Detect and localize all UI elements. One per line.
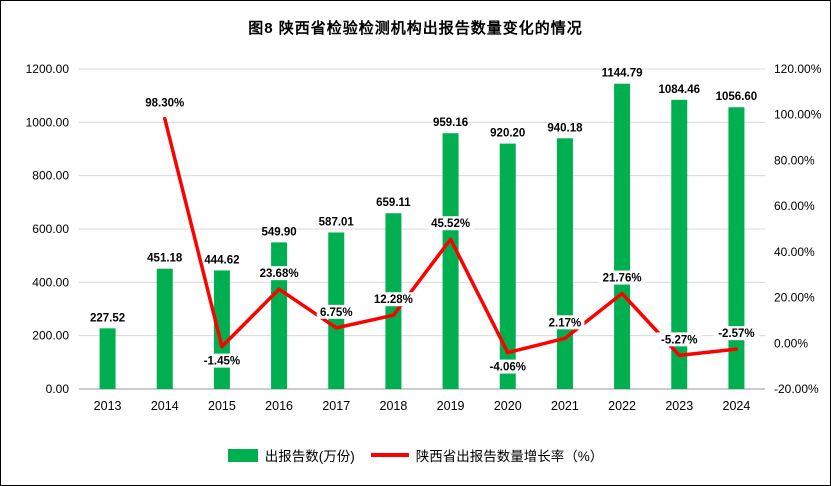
left-axis-tick-label: 200.00 <box>32 329 69 343</box>
bar-value-label: 227.52 <box>90 312 125 324</box>
left-axis-tick-label: 800.00 <box>32 169 69 183</box>
line-value-label-bg <box>713 326 760 341</box>
x-axis-label: 2020 <box>494 399 522 413</box>
line-value-label: 45.52% <box>431 218 470 230</box>
right-axis-tick-label: 100.00% <box>774 108 822 122</box>
right-axis-tick-label: 0.00% <box>774 336 808 350</box>
line-value-label-bg <box>370 292 417 307</box>
line-value-label-bg <box>484 359 531 374</box>
bar-value-label: 451.18 <box>147 253 183 265</box>
left-axis-tick-label: 1200.00 <box>26 62 70 76</box>
line-value-label: 98.30% <box>145 98 184 110</box>
line-value-label-bg <box>656 332 703 347</box>
bar-series-label: 出报告数(万份) <box>264 449 355 464</box>
legend-item-bar-series: 出报告数(万份) <box>227 445 355 465</box>
line-value-label: -1.45% <box>204 356 240 368</box>
x-axis-label: 2015 <box>208 399 236 413</box>
left-axis-tick-label: 0.00 <box>46 382 70 396</box>
x-axis-label: 2023 <box>665 399 693 413</box>
bar-value-label: 920.20 <box>490 128 525 140</box>
x-axis-label: 2022 <box>608 399 636 413</box>
x-axis-label: 2013 <box>94 399 122 413</box>
x-axis-label: 2014 <box>151 399 179 413</box>
chart-title: 图8 陕西省检验检测机构出报告数量变化的情况 <box>248 20 583 37</box>
right-axis-tick-label: -20.00% <box>774 382 819 396</box>
bar-2023 <box>671 99 688 389</box>
x-axis-label: 2018 <box>380 399 408 413</box>
x-axis-label: 2019 <box>437 399 465 413</box>
bar-value-label: 659.11 <box>376 197 411 209</box>
right-axis-tick-label: 120.00% <box>774 62 822 76</box>
bar-2022 <box>614 83 631 390</box>
growth-rate-line <box>163 116 739 358</box>
left-axis-tick-label: 1000.00 <box>26 115 70 129</box>
line-value-label: 23.68% <box>260 268 299 280</box>
x-axis-label: 2017 <box>322 399 350 413</box>
line-value-label-bg <box>545 315 585 330</box>
bar-value-label: 1144.79 <box>602 68 643 80</box>
right-axis-tick-label: 40.00% <box>774 245 815 259</box>
line-value-label: -4.06% <box>490 362 526 374</box>
bar-value-label: 587.01 <box>319 216 355 228</box>
line-value-label: -2.57% <box>718 328 754 340</box>
line-value-label-bg <box>141 95 188 110</box>
chart-legend: 出报告数(万份) 陕西省出报告数量增长率（%） <box>1 445 830 465</box>
line-value-label: 12.28% <box>374 294 413 306</box>
bar-2020 <box>499 143 516 389</box>
bar-value-label: 940.18 <box>547 122 583 134</box>
bar-2019 <box>442 133 459 389</box>
right-axis-tick-label: 20.00% <box>774 291 815 305</box>
line-series-swatch-icon <box>370 453 409 457</box>
x-axis-label: 2016 <box>265 399 293 413</box>
left-axis-tick-label: 400.00 <box>32 275 69 289</box>
bar-2014 <box>156 268 173 389</box>
legend-item-line-series: 陕西省出报告数量增长率（%） <box>370 445 604 465</box>
right-axis-tick-label: 60.00% <box>774 199 815 213</box>
bar-value-label: 1084.46 <box>658 84 700 96</box>
bar-2021 <box>556 138 573 389</box>
bar-value-label: 549.90 <box>261 226 296 238</box>
line-series-label: 陕西省出报告数量增长率（%） <box>415 449 604 464</box>
line-value-label: 21.76% <box>603 273 642 285</box>
x-axis-label: 2024 <box>723 399 751 413</box>
left-axis-tick-label: 600.00 <box>32 222 69 236</box>
bar-series-swatch-icon <box>227 448 258 462</box>
bar-value-label: 959.16 <box>433 117 468 129</box>
right-axis-tick-label: 80.00% <box>774 153 815 167</box>
line-value-label: -5.27% <box>661 334 697 346</box>
line-value-label-bg <box>427 216 474 231</box>
bar-value-label: 444.62 <box>204 254 239 266</box>
bar-value-label: 1056.60 <box>716 91 758 103</box>
line-value-label-bg <box>199 353 245 368</box>
x-axis-label: 2021 <box>551 399 579 413</box>
line-value-label-bg <box>316 304 356 319</box>
bar-2016 <box>271 242 288 389</box>
bar-2013 <box>99 328 116 389</box>
line-value-label-bg <box>256 266 302 281</box>
line-value-label: 6.75% <box>320 307 353 319</box>
bar-2024 <box>728 107 745 390</box>
line-value-label-bg <box>599 270 645 285</box>
line-value-label: 2.17% <box>549 317 582 329</box>
